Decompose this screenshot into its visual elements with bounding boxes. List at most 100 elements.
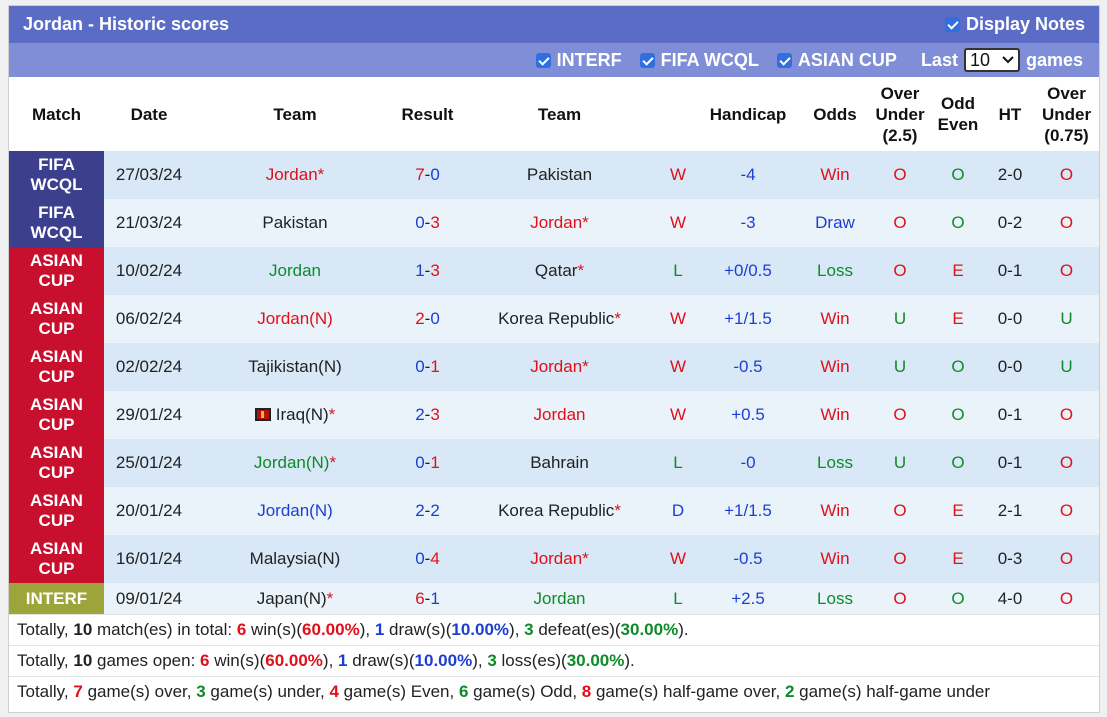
home-team[interactable]: Japan(N)* — [194, 583, 396, 614]
score-home: 1 — [415, 261, 425, 280]
away-team[interactable]: Jordan — [459, 583, 660, 614]
home-team[interactable]: Jordan* — [194, 151, 396, 199]
match-date: 29/01/24 — [104, 391, 194, 439]
away-team[interactable]: Korea Republic* — [459, 295, 660, 343]
away-team-name[interactable]: Jordan — [530, 549, 583, 568]
half-time-score: 0-1 — [986, 247, 1034, 295]
display-notes-checkbox[interactable] — [944, 17, 960, 32]
filter-interf[interactable]: INTERF — [535, 50, 622, 71]
col-date: Date — [104, 77, 194, 151]
away-team-name[interactable]: Jordan — [533, 405, 586, 424]
league-badge: ASIAN CUP — [9, 247, 104, 295]
home-team-name[interactable]: Iraq(N) — [275, 405, 329, 424]
odd-even-result: E — [930, 295, 986, 343]
col-team-home: Team — [194, 77, 396, 151]
match-result[interactable]: 2-0 — [396, 295, 459, 343]
away-team-name[interactable]: Bahrain — [530, 453, 589, 472]
home-team[interactable]: Jordan — [194, 247, 396, 295]
away-team-name[interactable]: Qatar — [534, 261, 578, 280]
filter-interf-checkbox[interactable] — [535, 52, 551, 68]
home-team[interactable]: Iraq(N)* — [194, 391, 396, 439]
filter-wcql[interactable]: FIFA WCQL — [639, 49, 759, 71]
summary-segment: 7 — [73, 682, 83, 701]
away-team[interactable]: Korea Republic* — [459, 487, 660, 535]
odd-even-result: O — [930, 391, 986, 439]
home-team[interactable]: Malaysia(N) — [194, 535, 396, 583]
away-team[interactable]: Jordan* — [459, 343, 660, 391]
summary-segment: draw(s)( — [347, 651, 415, 670]
away-star: * — [614, 309, 621, 328]
away-team-name[interactable]: Pakistan — [526, 165, 593, 184]
table-row: FIFA WCQL 21/03/24 Pakistan 0-3 Jordan* W -3 Dra… — [9, 199, 1099, 247]
home-team-name[interactable]: Jordan(N) — [253, 453, 330, 472]
display-notes-label: Display Notes — [965, 14, 1085, 34]
score-home: 0 — [415, 453, 425, 472]
last-games-select[interactable]: 10 — [963, 48, 1020, 72]
display-notes-toggle[interactable]: Display Notes — [944, 14, 1085, 35]
league-line: CUP — [38, 319, 75, 338]
last-label: Last — [920, 49, 958, 70]
league-line: CUP — [38, 271, 75, 290]
filter-wcql-label: FIFA WCQL — [660, 49, 759, 70]
match-result[interactable]: 2-3 — [396, 391, 459, 439]
summary-line-2: Totally, 10 games open: 6 win(s)(60.00%)… — [9, 645, 1099, 676]
score-away: 3 — [430, 261, 440, 280]
away-team[interactable]: Qatar* — [459, 247, 660, 295]
home-team-name[interactable]: Japan(N) — [256, 588, 327, 608]
home-team-name[interactable]: Jordan — [265, 165, 318, 184]
home-team-name[interactable]: Tajikistan(N) — [248, 357, 342, 376]
away-team[interactable]: Pakistan — [459, 151, 660, 199]
match-result[interactable]: 0-1 — [396, 439, 459, 487]
home-team-name[interactable]: Malaysia(N) — [249, 549, 341, 568]
away-team-name[interactable]: Korea Republic — [498, 501, 615, 520]
odds-result: Win — [800, 391, 870, 439]
match-result[interactable]: 0-4 — [396, 535, 459, 583]
col-result: Result — [396, 77, 459, 151]
match-result[interactable]: 0-1 — [396, 343, 459, 391]
match-result[interactable]: 6-1 — [396, 583, 459, 614]
match-result[interactable]: 2-2 — [396, 487, 459, 535]
home-team[interactable]: Jordan(N) — [194, 487, 396, 535]
summary-segment: 10 — [73, 651, 93, 670]
score-home: 7 — [415, 165, 425, 184]
odds-result: Win — [800, 151, 870, 199]
home-team-name[interactable]: Jordan(N) — [257, 309, 333, 328]
away-team-name[interactable]: Jordan — [533, 588, 586, 608]
away-team-name[interactable]: Jordan — [530, 357, 583, 376]
away-team[interactable]: Bahrain — [459, 439, 660, 487]
filter-asian-cup[interactable]: ASIAN CUP — [776, 50, 897, 71]
score-home: 6 — [415, 588, 425, 608]
match-result[interactable]: 0-3 — [396, 199, 459, 247]
home-team-name[interactable]: Jordan — [269, 261, 321, 280]
summary-segment: 10.00% — [414, 651, 473, 670]
league-badge: ASIAN CUP — [9, 295, 104, 343]
result-wl: L — [660, 583, 696, 614]
home-team[interactable]: Jordan(N)* — [194, 439, 396, 487]
away-team[interactable]: Jordan* — [459, 199, 660, 247]
match-result[interactable]: 7-0 — [396, 151, 459, 199]
away-team-name[interactable]: Jordan — [530, 213, 583, 232]
result-wl: L — [660, 439, 696, 487]
away-team-name[interactable]: Korea Republic — [498, 309, 615, 328]
filter-wcql-checkbox[interactable] — [639, 52, 655, 68]
over-under-result: O — [870, 487, 930, 535]
away-team[interactable]: Jordan — [459, 391, 660, 439]
home-team-name[interactable]: Pakistan — [262, 213, 328, 232]
filter-asian-cup-checkbox[interactable] — [776, 52, 792, 68]
away-star: * — [614, 501, 621, 520]
col-ht: HT — [986, 77, 1034, 151]
summary-line-3: Totally, 7 game(s) over, 3 game(s) under… — [9, 676, 1099, 707]
last-games-value: 10 — [969, 49, 990, 70]
summary-segment: 6 — [236, 620, 247, 639]
home-team[interactable]: Tajikistan(N) — [194, 343, 396, 391]
score-away: 1 — [430, 453, 440, 472]
over-under-result: O — [870, 535, 930, 583]
score-home: 2 — [415, 309, 425, 328]
home-team[interactable]: Jordan(N) — [194, 295, 396, 343]
summary-segment: game(s) Even, — [338, 682, 459, 701]
league-line: CUP — [38, 511, 75, 530]
match-result[interactable]: 1-3 — [396, 247, 459, 295]
away-team[interactable]: Jordan* — [459, 535, 660, 583]
home-team-name[interactable]: Jordan(N) — [257, 501, 333, 520]
home-team[interactable]: Pakistan — [194, 199, 396, 247]
